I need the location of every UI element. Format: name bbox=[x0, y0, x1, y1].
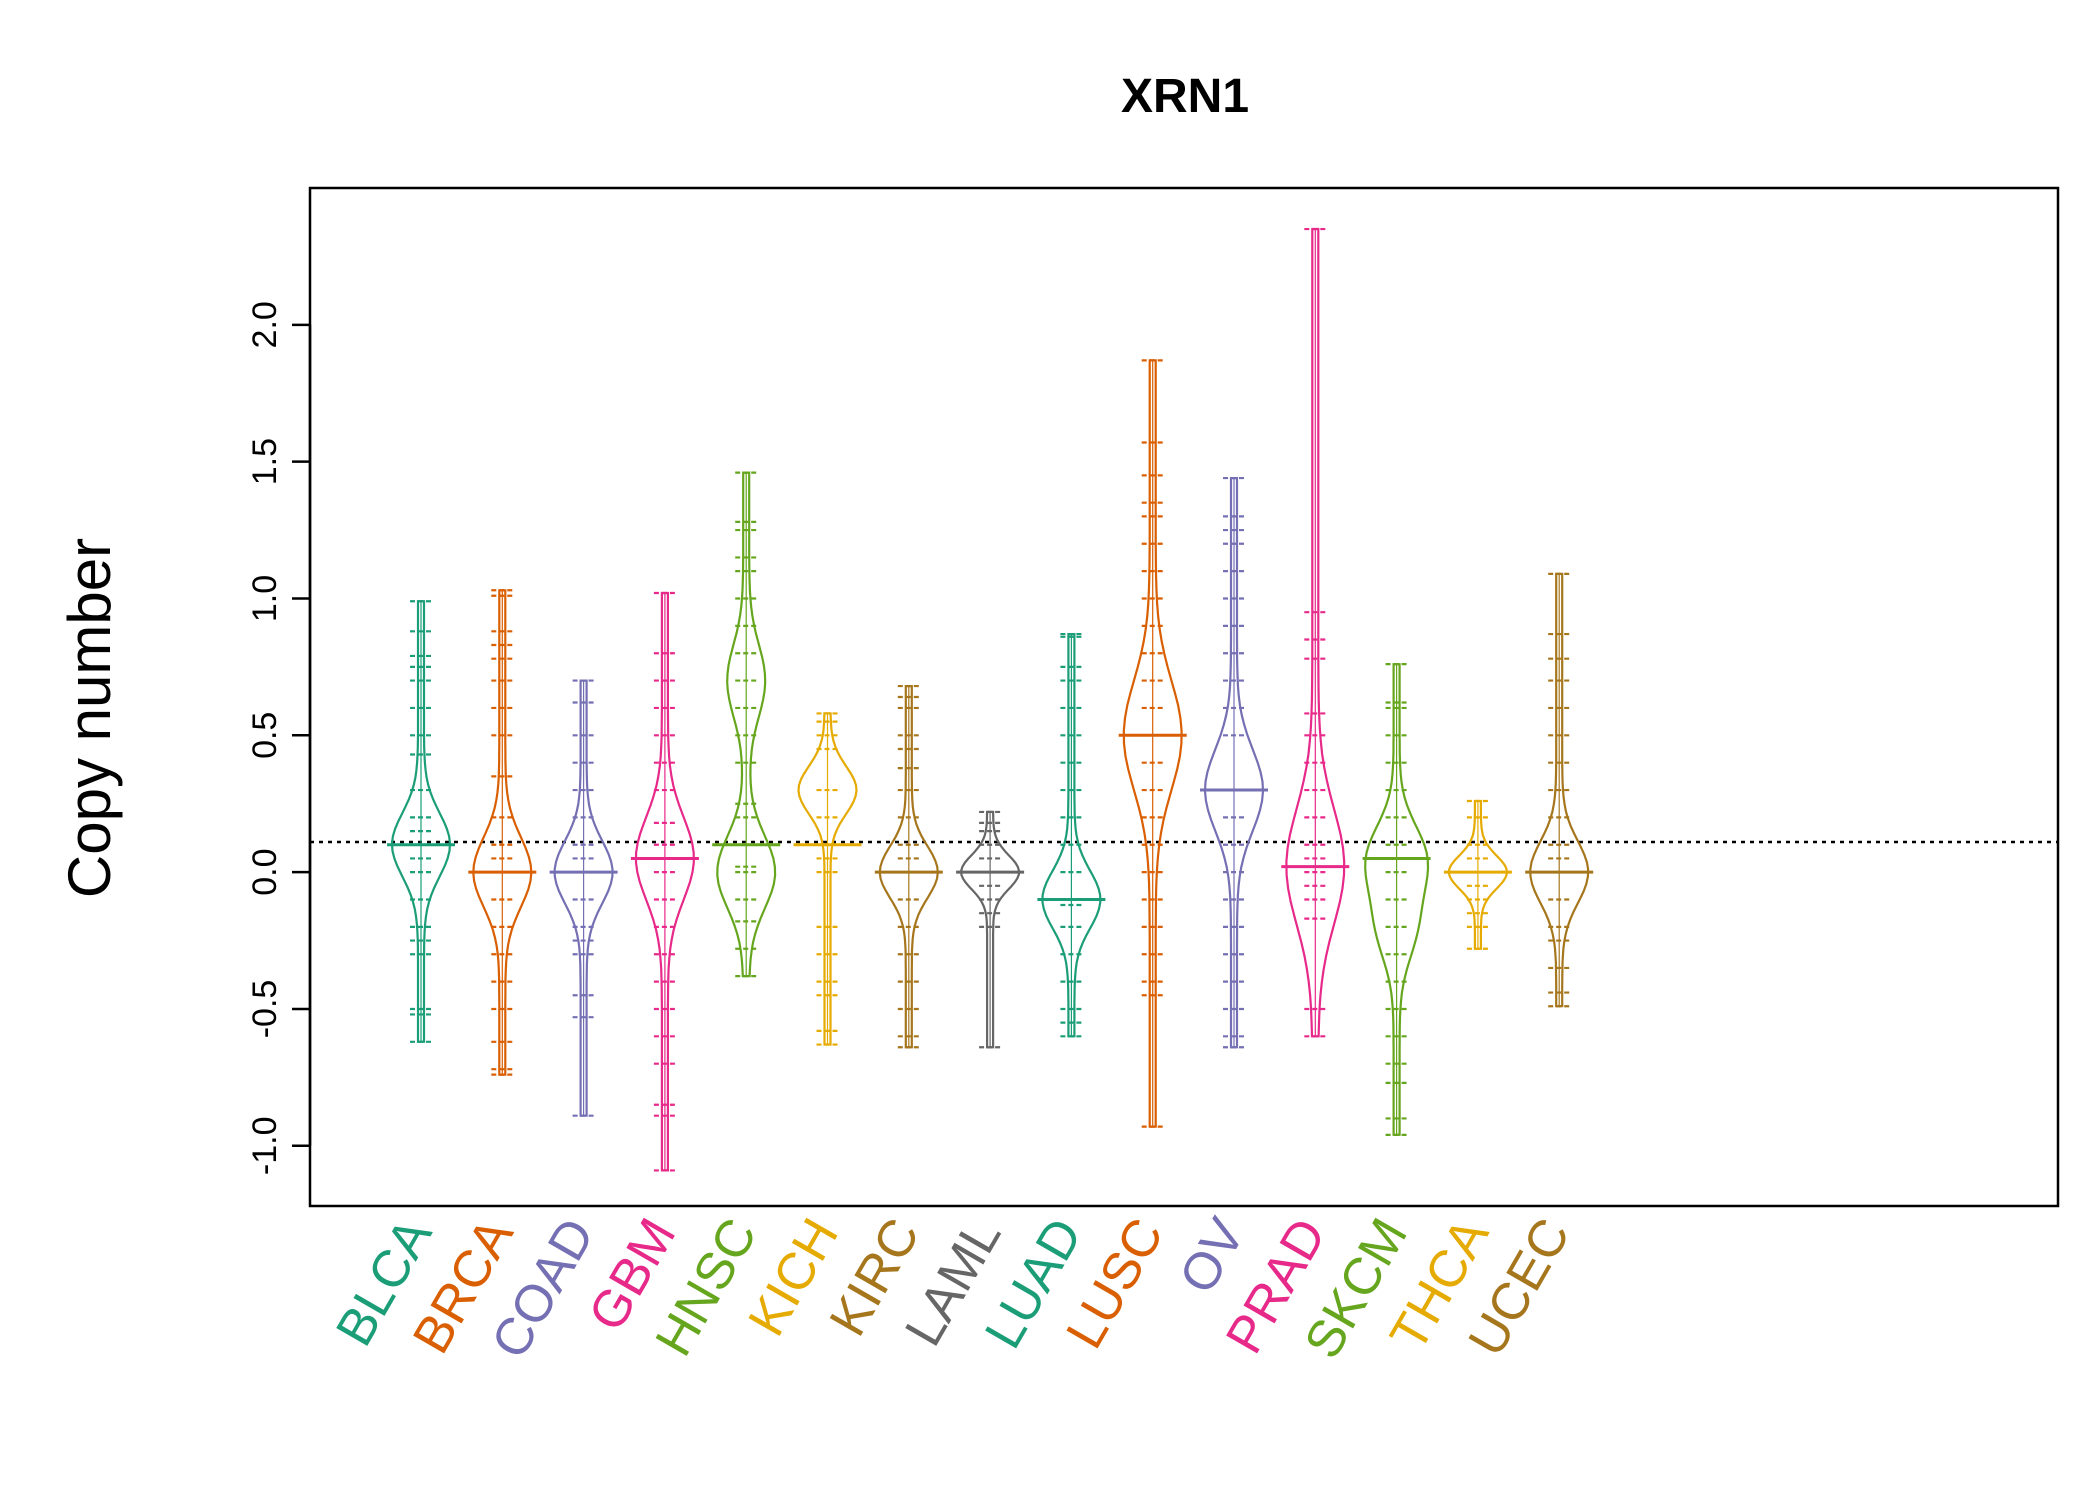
bean-density bbox=[797, 712, 858, 1046]
bean-hnsc bbox=[712, 471, 781, 978]
bean-luad bbox=[1037, 632, 1106, 1038]
y-tick-label: -1.0 bbox=[246, 1116, 284, 1175]
bean-blca bbox=[387, 600, 455, 1043]
bean-lusc bbox=[1118, 359, 1187, 1128]
bean-kich bbox=[793, 712, 862, 1046]
y-tick-label: 1.0 bbox=[246, 575, 284, 622]
bean-laml bbox=[956, 810, 1025, 1049]
chart-title: XRN1 bbox=[1121, 70, 1249, 123]
bean-gbm bbox=[630, 591, 699, 1172]
y-tick-label: 0.0 bbox=[246, 849, 284, 896]
bean-thca bbox=[1443, 799, 1512, 950]
y-tick-label: 0.5 bbox=[246, 712, 284, 759]
bean-coad bbox=[549, 679, 618, 1117]
bean-prad bbox=[1281, 227, 1350, 1038]
y-axis-label: Copy number bbox=[56, 538, 123, 898]
y-axis: -1.0 -0.5 0.0 0.5 1.0 1.5 2.0 bbox=[246, 301, 312, 1175]
bean-kirc bbox=[874, 684, 943, 1049]
x-axis-categories: BLCABRCACOADGBMHNSCKICHKIRCLAMLLUADLUSCO… bbox=[325, 1209, 1581, 1368]
bean-ucec bbox=[1525, 572, 1594, 1008]
bean-brca bbox=[468, 589, 537, 1076]
y-tick-label: 1.5 bbox=[246, 438, 284, 485]
bean-ov bbox=[1200, 476, 1268, 1049]
y-tick-label: 2.0 bbox=[246, 301, 284, 348]
plot-area bbox=[310, 227, 2058, 1172]
plot-frame bbox=[308, 186, 2060, 1208]
bean-skcm bbox=[1362, 663, 1431, 1136]
y-tick-label: -0.5 bbox=[246, 980, 284, 1039]
